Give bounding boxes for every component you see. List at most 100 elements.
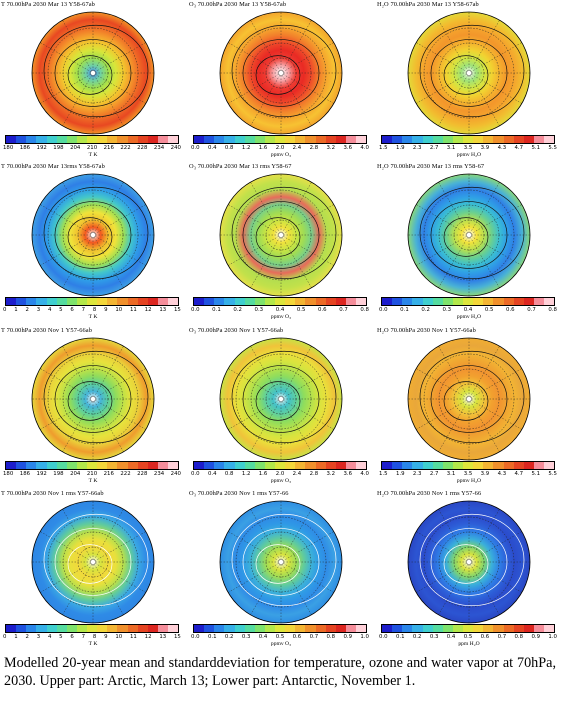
- colorbar-segment: [356, 136, 367, 143]
- pole-marker: [90, 396, 96, 402]
- colorbar-segment: [483, 462, 494, 469]
- colorbar-tick-label: 1: [14, 307, 18, 313]
- colorbar-segment: [463, 298, 474, 305]
- colorbar-segment: [463, 462, 474, 469]
- polar-map: [407, 500, 531, 624]
- colorbar-segment: [244, 136, 255, 143]
- colorbar-segment: [432, 462, 443, 469]
- colorbar-tick-label: 2.7: [429, 145, 439, 151]
- contour-line: [43, 24, 149, 118]
- panel-title: O₃ 70.00hPa 2030 Nov 1 rms Y57-66: [189, 490, 289, 497]
- colorbar-segment: [137, 298, 148, 305]
- colorbar-segment: [356, 625, 367, 632]
- colorbar-tick-label: 210: [86, 145, 98, 151]
- colorbar-segment: [452, 136, 463, 143]
- colorbar-segment: [214, 462, 225, 469]
- colorbar-tick-label: 0.0: [379, 634, 388, 640]
- colorbar-tick-label: 3.9: [480, 145, 490, 151]
- colorbar-segment: [382, 462, 393, 469]
- colorbar-segment: [36, 298, 47, 305]
- map-panel: T 70.00hPa 2030 Nov 1 rms Y57-66ab 0 1 2 3 4 5…: [1, 490, 185, 652]
- colorbar-tick-label: 0.7: [497, 634, 507, 640]
- colorbar-segment: [412, 298, 423, 305]
- map-panel: T 70.00hPa 2030 Mar 13 Y58-67ab 180 186 192…: [1, 1, 185, 163]
- colorbar-segment: [335, 136, 346, 143]
- colorbar-tick-label: 13: [159, 307, 167, 313]
- polar-map: [31, 173, 155, 297]
- colorbar: [5, 297, 179, 306]
- colorbar-ticks: 1.5 1.9 2.3 2.7 3.1 3.5 3.9 4.3 4.7 5.1 5.5: [379, 471, 557, 478]
- colorbar-segment: [382, 625, 393, 632]
- colorbar-tick-label: 0.7: [339, 307, 348, 313]
- panel-title: T 70.00hPa 2030 Mar 13 Y58-67ab: [1, 1, 95, 8]
- colorbar-segment: [224, 625, 235, 632]
- figure-caption: Modelled 20-year mean and standarddeviat…: [4, 655, 556, 689]
- colorbar-tick-label: 4.3: [497, 145, 507, 151]
- colorbar-tick-label: 5.1: [531, 471, 541, 477]
- colorbar-tick-label: 1.9: [395, 471, 405, 477]
- colorbar: [5, 461, 179, 470]
- colorbar-segment: [264, 625, 275, 632]
- contour-line: [54, 201, 132, 269]
- colorbar-segment: [244, 298, 255, 305]
- contour-line: [54, 528, 132, 596]
- colorbar-tick-label: 3.9: [480, 471, 490, 477]
- panel-title: T 70.00hPa 2030 Nov 1 Y57-66ab: [1, 327, 93, 334]
- colorbar-segment: [117, 625, 128, 632]
- colorbar-segment: [305, 298, 316, 305]
- colorbar-segment: [97, 136, 108, 143]
- colorbar-tick-label: 2: [25, 634, 29, 640]
- colorbar-tick-label: 204: [70, 145, 81, 151]
- colorbar-segment: [473, 625, 484, 632]
- colorbar-segment: [87, 298, 98, 305]
- colorbar-segment: [157, 625, 168, 632]
- panel-title: T 70.00hPa 2030 Nov 1 rms Y57-66ab: [1, 490, 104, 497]
- colorbar-segment: [6, 298, 17, 305]
- colorbar-segment: [483, 298, 494, 305]
- colorbar-ticks: 0.0 0.1 0.2 0.3 0.4 0.5 0.6 0.7 0.8 0.9 1.0: [191, 634, 369, 641]
- colorbar-segment: [513, 462, 524, 469]
- colorbar-segment: [16, 298, 27, 305]
- colorbar-segment: [432, 298, 443, 305]
- colorbar-segment: [295, 625, 306, 632]
- contour-line: [54, 39, 132, 107]
- colorbar-segment: [432, 136, 443, 143]
- colorbar-segment: [87, 136, 98, 143]
- colorbar-tick-label: 5: [59, 307, 63, 313]
- colorbar-tick-label: 3.5: [463, 471, 473, 477]
- pole-marker: [90, 70, 96, 76]
- colorbar-tick-label: 228: [137, 471, 148, 477]
- contour-line: [43, 350, 149, 444]
- colorbar-segment: [335, 625, 346, 632]
- colorbar-segment: [26, 298, 37, 305]
- colorbar-tick-label: 3.2: [326, 471, 336, 477]
- colorbar-tick-label: 0.3: [241, 634, 251, 640]
- colorbar: [193, 624, 367, 633]
- colorbar-tick-label: 240: [170, 145, 181, 151]
- colorbar-segment: [224, 298, 235, 305]
- colorbar-segment: [204, 625, 215, 632]
- colorbar-segment: [56, 462, 67, 469]
- contour-line: [255, 544, 301, 584]
- colorbar-tick-label: 0.3: [429, 634, 439, 640]
- colorbar-segment: [117, 136, 128, 143]
- colorbar-segment: [412, 136, 423, 143]
- colorbar-tick-label: 0.7: [527, 307, 536, 313]
- contour-line: [255, 55, 301, 95]
- colorbar: [193, 461, 367, 470]
- colorbar-tick-label: 1.0: [548, 634, 557, 640]
- colorbar-ticks: 0.0 0.4 0.8 1.2 1.6 2.0 2.4 2.8 3.2 3.6 4.0: [191, 145, 369, 152]
- colorbar-tick-label: 7: [81, 307, 86, 313]
- colorbar-tick-label: 186: [19, 145, 31, 151]
- colorbar-segment: [107, 462, 118, 469]
- polar-map: [407, 173, 531, 297]
- colorbar-segment: [254, 625, 265, 632]
- colorbar-segment: [6, 462, 17, 469]
- colorbar-segment: [503, 625, 514, 632]
- colorbar-segment: [295, 462, 306, 469]
- panel-title: O₃ 70.00hPa 2030 Mar 13 Y58-67ab: [189, 1, 287, 8]
- contour-line: [54, 365, 132, 433]
- colorbar-segment: [544, 298, 555, 305]
- colorbar-segment: [76, 298, 87, 305]
- colorbar-segment: [87, 625, 98, 632]
